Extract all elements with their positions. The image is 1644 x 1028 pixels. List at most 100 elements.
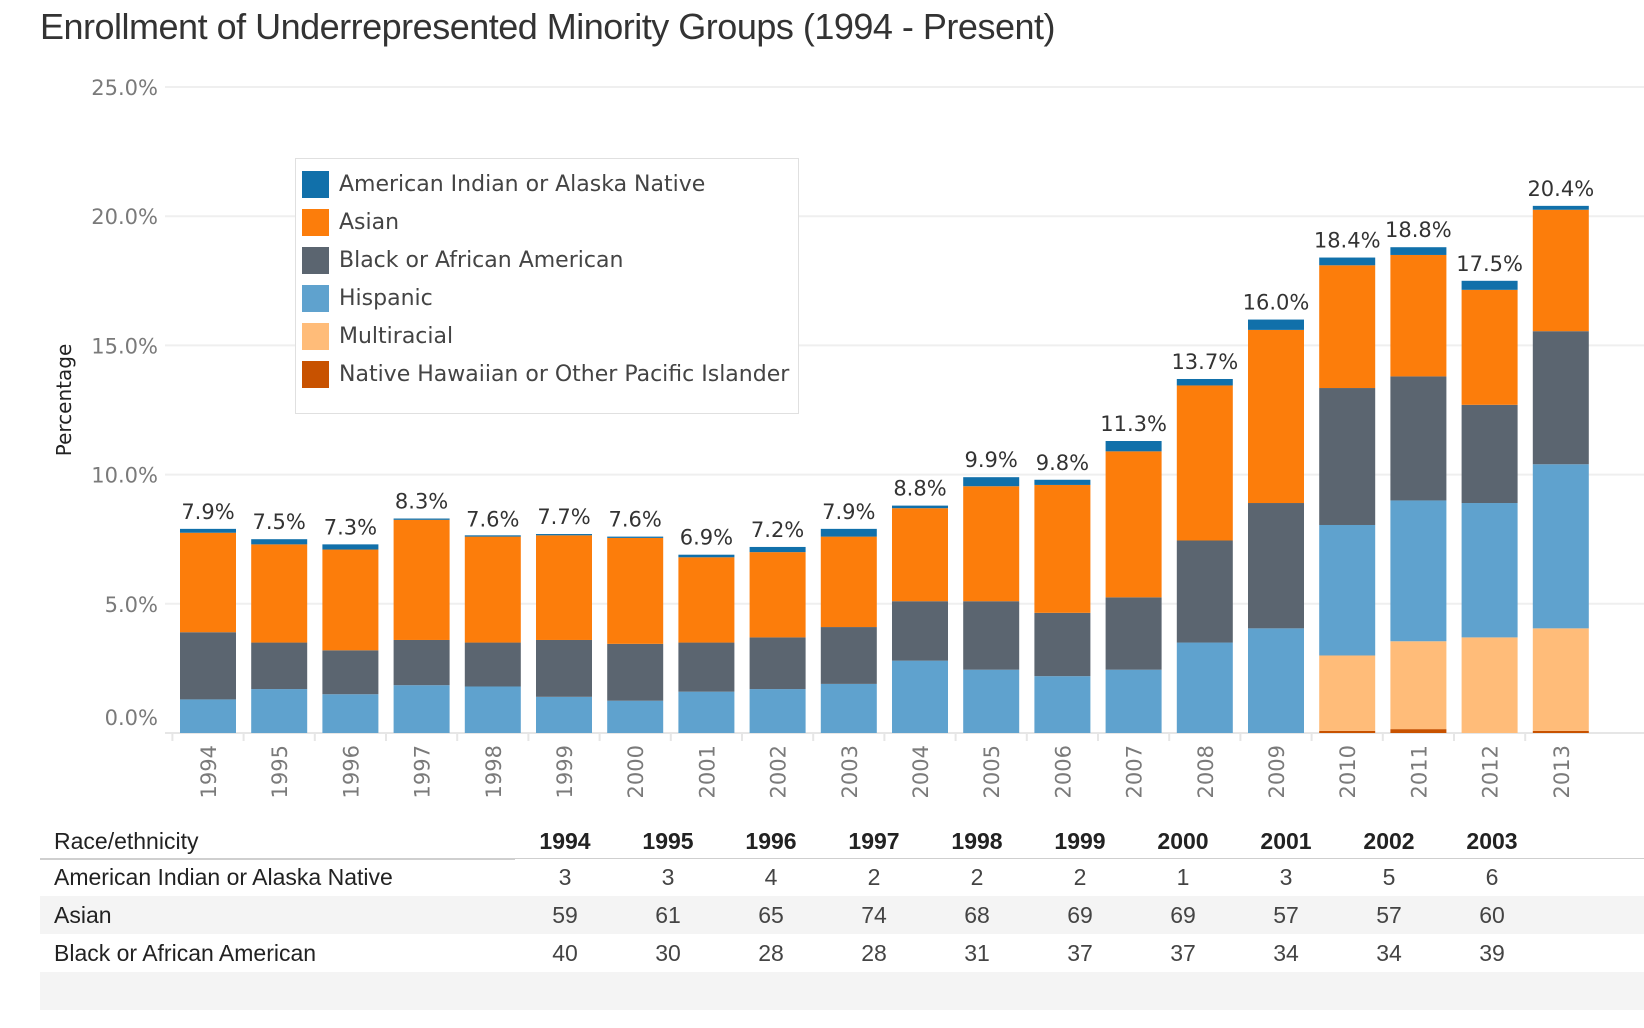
- bar-segment[interactable]: [1390, 500, 1447, 642]
- bar-segment[interactable]: [180, 632, 236, 700]
- bar-segment[interactable]: [1461, 503, 1518, 638]
- bar-segment[interactable]: [322, 544, 379, 550]
- bars: [180, 205, 1589, 733]
- bar-segment[interactable]: [678, 557, 735, 643]
- bar-segment[interactable]: [180, 699, 236, 733]
- bar-segment[interactable]: [464, 536, 521, 643]
- bar-segment[interactable]: [251, 539, 308, 545]
- bar-segment[interactable]: [536, 696, 592, 733]
- legend-item[interactable]: Hispanic: [296, 279, 798, 317]
- legend-item[interactable]: Asian: [296, 203, 798, 241]
- bar-segment[interactable]: [1532, 628, 1589, 731]
- bar-segment[interactable]: [251, 689, 308, 733]
- bar-segment[interactable]: [1176, 540, 1233, 643]
- bar-segment[interactable]: [1105, 669, 1162, 733]
- bar-segment[interactable]: [1248, 329, 1304, 504]
- bar-segment[interactable]: [892, 508, 948, 602]
- bar-segment[interactable]: [1532, 209, 1589, 332]
- bar-segment[interactable]: [820, 528, 877, 537]
- bar-segment[interactable]: [607, 700, 664, 733]
- bar-segment[interactable]: [678, 554, 735, 558]
- bar-segment[interactable]: [607, 536, 664, 538]
- bar-segment[interactable]: [322, 694, 379, 733]
- bar-segment[interactable]: [749, 689, 806, 733]
- bar-segment[interactable]: [607, 537, 664, 644]
- bar-segment[interactable]: [820, 683, 877, 733]
- bar-segment[interactable]: [1461, 404, 1518, 504]
- bar-segment[interactable]: [464, 535, 521, 537]
- bar-segment[interactable]: [892, 660, 948, 733]
- bar-segment[interactable]: [749, 637, 806, 690]
- bar-segment[interactable]: [820, 536, 877, 628]
- bar-segment[interactable]: [1461, 637, 1518, 733]
- bar-segment[interactable]: [1532, 464, 1589, 629]
- bar-segment[interactable]: [1105, 451, 1162, 598]
- bar-segment[interactable]: [1532, 331, 1589, 465]
- bar-segment[interactable]: [180, 532, 236, 633]
- bar-segment[interactable]: [1319, 730, 1376, 733]
- bar-segment[interactable]: [1319, 257, 1376, 266]
- bar-segment[interactable]: [1034, 612, 1091, 677]
- bar-segment[interactable]: [820, 627, 877, 684]
- bar-segment[interactable]: [322, 650, 379, 695]
- bar-segment[interactable]: [1105, 597, 1162, 670]
- bar-segment[interactable]: [963, 601, 1020, 670]
- bar-segment[interactable]: [963, 477, 1020, 487]
- bar-segment[interactable]: [251, 544, 308, 643]
- bar-segment[interactable]: [464, 686, 521, 733]
- bar-segment[interactable]: [536, 639, 592, 697]
- bar-segment[interactable]: [892, 505, 948, 509]
- table-cell: 65: [758, 902, 784, 928]
- bar-segment[interactable]: [1390, 376, 1447, 501]
- bar-segment[interactable]: [1176, 385, 1233, 541]
- bar-segment[interactable]: [892, 601, 948, 661]
- header-year: 1997: [848, 828, 900, 854]
- bar-segment[interactable]: [1319, 524, 1376, 656]
- bar-segment[interactable]: [536, 535, 592, 640]
- bar-segment[interactable]: [393, 519, 450, 640]
- row-label: American Indian or Alaska Native: [54, 864, 393, 890]
- bar-segment[interactable]: [1319, 388, 1376, 525]
- bar-segment[interactable]: [1105, 441, 1162, 452]
- table-cell: 6: [1485, 864, 1499, 890]
- bar-segment[interactable]: [1248, 319, 1304, 330]
- bar-segment[interactable]: [749, 552, 806, 638]
- y-tick-label: 0.0%: [105, 706, 158, 730]
- bar-segment[interactable]: [393, 639, 450, 686]
- bar-segment[interactable]: [322, 549, 379, 651]
- bar-segment[interactable]: [1248, 628, 1304, 733]
- bar-segment[interactable]: [1034, 479, 1091, 485]
- legend-item[interactable]: American Indian or Alaska Native: [296, 165, 798, 203]
- bar-segment[interactable]: [251, 642, 308, 690]
- bar-segment[interactable]: [1176, 378, 1233, 386]
- bar-segment[interactable]: [1319, 265, 1376, 389]
- legend-item[interactable]: Black or African American: [296, 241, 798, 279]
- bar-segment[interactable]: [1034, 484, 1091, 613]
- bar-segment[interactable]: [1034, 676, 1091, 733]
- legend-item[interactable]: Multiracial: [296, 317, 798, 355]
- bar-segment[interactable]: [1390, 254, 1447, 377]
- legend-item[interactable]: Native Hawaiian or Other Pacific Islande…: [296, 355, 798, 393]
- bar-segment[interactable]: [1390, 729, 1447, 733]
- bar-segment[interactable]: [1176, 642, 1233, 733]
- bar-segment[interactable]: [536, 534, 592, 536]
- bar-segment[interactable]: [1461, 289, 1518, 405]
- bar-segment[interactable]: [678, 642, 735, 692]
- bar-segment[interactable]: [1532, 205, 1589, 210]
- bar-segment[interactable]: [963, 669, 1020, 733]
- bar-segment[interactable]: [1461, 280, 1518, 290]
- bar-segment[interactable]: [1532, 730, 1589, 733]
- bar-segment[interactable]: [1248, 503, 1304, 629]
- data-label: 6.9%: [680, 526, 733, 550]
- bar-segment[interactable]: [1390, 247, 1447, 255]
- bar-segment[interactable]: [464, 642, 521, 687]
- bar-segment[interactable]: [678, 691, 735, 733]
- bar-segment[interactable]: [749, 546, 806, 553]
- bar-segment[interactable]: [393, 518, 450, 520]
- bar-segment[interactable]: [180, 528, 236, 533]
- bar-segment[interactable]: [1319, 655, 1376, 731]
- bar-segment[interactable]: [607, 643, 664, 701]
- bar-segment[interactable]: [963, 486, 1020, 602]
- bar-segment[interactable]: [393, 685, 450, 733]
- bar-segment[interactable]: [1390, 641, 1447, 730]
